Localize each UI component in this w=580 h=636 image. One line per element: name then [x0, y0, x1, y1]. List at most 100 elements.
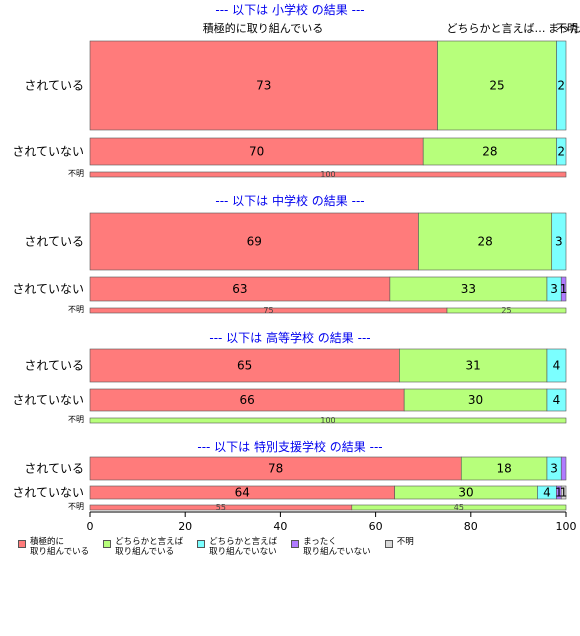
- x-tick-label: 100: [556, 520, 577, 533]
- bar-segment: [89, 40, 438, 131]
- bar-segment: [556, 137, 567, 166]
- bar-segment: [560, 485, 567, 500]
- data-label: 2: [557, 145, 565, 159]
- data-label: 18: [496, 462, 511, 476]
- data-label: 45: [454, 503, 464, 512]
- data-label: 28: [477, 235, 492, 249]
- data-label: 33: [461, 282, 476, 296]
- bar-segment: [89, 212, 419, 271]
- legend-swatch: [384, 540, 393, 548]
- bar-segment: [89, 417, 567, 424]
- bar-segment: [560, 276, 567, 302]
- data-label: 66: [239, 393, 254, 407]
- data-label: 3: [555, 235, 563, 249]
- legend-item: 積極的に 取り組んでいる: [18, 537, 89, 557]
- category-label: されている: [24, 235, 84, 249]
- category-label: 不明: [68, 415, 84, 424]
- x-tick-label: 40: [273, 520, 287, 533]
- top-annotation: 積極的に取り組んでいる: [203, 21, 323, 35]
- data-label: 69: [247, 235, 262, 249]
- bar-segment: [389, 276, 548, 302]
- panel-title: --- 以下は 特別支援学校 の結果 ---: [197, 439, 382, 454]
- x-tick-label: 0: [87, 520, 94, 533]
- data-label: 28: [482, 145, 497, 159]
- category-label: されていない: [12, 486, 84, 500]
- x-tick-label: 60: [369, 520, 383, 533]
- data-label: 30: [468, 393, 483, 407]
- data-label: 100: [320, 170, 335, 179]
- x-tick-label: 80: [464, 520, 478, 533]
- panel: --- 以下は 小学校 の結果 --- されている 73 25 2 されていない 70 28 2…: [12, 2, 567, 179]
- x-tick-label: 20: [178, 520, 192, 533]
- data-label: 63: [232, 282, 247, 296]
- bar-segment: [551, 212, 567, 271]
- category-label: 不明: [68, 305, 84, 314]
- category-label: 不明: [68, 502, 84, 511]
- data-label: 100: [320, 416, 335, 425]
- bar-segment: [89, 171, 567, 178]
- legend-label: 積極的に 取り組んでいる: [30, 537, 90, 557]
- panel: --- 以下は 特別支援学校 の結果 --- されている 78 18 3 されていない 64…: [12, 439, 567, 512]
- bar-segment: [556, 40, 567, 131]
- chart-panels: --- 以下は 小学校 の結果 --- されている 73 25 2 されていない 70 28 2…: [12, 2, 567, 512]
- legend-label: どちらかと言えば 取り組んでいる: [115, 537, 184, 557]
- legend: 積極的に 取り組んでいる どちらかと言えば 取り組んでいる どちらかと言えば 取り組…: [18, 537, 578, 557]
- data-label: 1: [560, 282, 568, 296]
- bar-segment: [437, 40, 557, 131]
- category-label: されていない: [12, 393, 84, 407]
- bar-segment: [418, 212, 553, 271]
- data-label: 70: [249, 145, 264, 159]
- legend-item: どちらかと言えば 取り組んでいない: [197, 537, 277, 557]
- panel-title: --- 以下は 中学校 の結果 ---: [215, 193, 364, 208]
- legend-swatch: [103, 540, 112, 548]
- legend-item: まったく 取り組んでいない: [291, 537, 371, 557]
- data-label: 4: [553, 359, 561, 373]
- data-label: 4: [553, 393, 561, 407]
- category-label: されている: [24, 359, 84, 373]
- panel-title: --- 以下は 小学校 の結果 ---: [215, 2, 364, 17]
- category-label: 不明: [68, 169, 84, 178]
- bar-segment: [422, 137, 557, 166]
- panel: --- 以下は 高等学校 の結果 --- されている 65 31 4 されていない 66 30…: [12, 330, 567, 425]
- bar-segment: [446, 307, 567, 314]
- data-label: 1: [555, 486, 563, 500]
- data-label: 25: [489, 79, 504, 93]
- top-annotation: 不明…: [556, 22, 580, 35]
- bar-segment: [89, 348, 400, 383]
- legend-label: 不明: [396, 537, 414, 547]
- data-label: 78: [268, 462, 283, 476]
- data-label: 64: [235, 486, 250, 500]
- category-label: されている: [24, 462, 84, 476]
- data-label: 30: [458, 486, 473, 500]
- data-label: 55: [216, 503, 226, 512]
- bar-segment: [560, 456, 567, 481]
- data-label: 4: [543, 486, 551, 500]
- legend-item: 不明: [384, 537, 414, 548]
- bar-segment: [546, 348, 567, 383]
- legend-label: どちらかと言えば 取り組んでいない: [209, 537, 278, 557]
- bar-segment: [89, 276, 391, 302]
- legend-swatch: [197, 540, 206, 548]
- x-axis: 0 20 40 60 80 100: [87, 511, 577, 533]
- legend-item: どちらかと言えば 取り組んでいる: [103, 537, 183, 557]
- top-annotations: 積極的に取り組んでいる どちらかと言えば…まった…不明…: [203, 21, 580, 35]
- data-label: 75: [263, 306, 273, 315]
- data-label: 31: [466, 359, 481, 373]
- data-label: 73: [256, 79, 271, 93]
- bar-segment: [399, 348, 548, 383]
- bar-segment: [351, 504, 567, 511]
- data-label: 2: [557, 79, 565, 93]
- data-label: 25: [501, 306, 511, 315]
- top-annotation: まった…: [548, 22, 580, 35]
- bar-segment: [546, 388, 567, 412]
- category-label: されている: [24, 79, 84, 93]
- data-label: 1: [560, 486, 568, 500]
- bar-segment: [89, 137, 424, 166]
- legend-swatch: [18, 540, 26, 548]
- top-annotation: どちらかと言えば…: [447, 22, 546, 35]
- data-label: 65: [237, 359, 252, 373]
- data-label: 3: [550, 282, 558, 296]
- legend-label: まったく 取り組んでいない: [303, 537, 371, 557]
